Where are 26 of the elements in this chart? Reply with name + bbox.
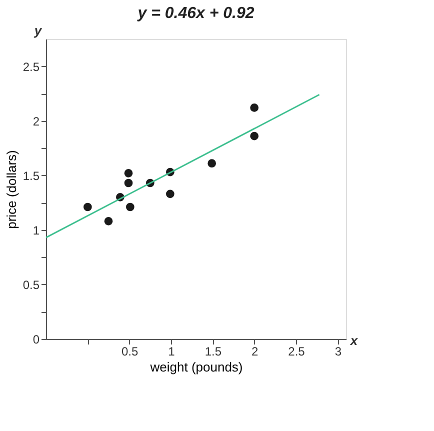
x-tick-label: 1	[168, 344, 176, 358]
y-tick-label: 2	[32, 114, 40, 128]
y-tick-label: 1.5	[22, 168, 40, 183]
point	[208, 159, 216, 168]
y-axis-title: price (dollars)	[4, 150, 19, 229]
point	[126, 202, 134, 212]
point	[124, 178, 133, 188]
x-tick-label: 2	[251, 344, 258, 358]
text: y	[33, 23, 42, 38]
x-axis-title: weight (pounds)	[149, 360, 243, 374]
x-tick-label: 2.5	[288, 344, 306, 358]
y-tick-label: 2.5	[22, 60, 40, 74]
point	[124, 169, 133, 178]
y-tick-label: 0.5	[22, 278, 40, 292]
text: x	[349, 333, 358, 348]
x-tick-label: 3	[334, 344, 342, 358]
point	[250, 132, 259, 140]
point	[166, 190, 174, 198]
point	[104, 217, 113, 226]
chart-title: y = 0.46x + 0.92	[136, 5, 254, 22]
x-tick-label: 0.5	[121, 344, 138, 358]
x-tick-label: 1.5	[204, 344, 222, 358]
point	[250, 104, 259, 112]
y-tick-label: 0	[32, 332, 40, 346]
y-tick-label: 1	[32, 223, 40, 238]
point	[83, 202, 92, 212]
